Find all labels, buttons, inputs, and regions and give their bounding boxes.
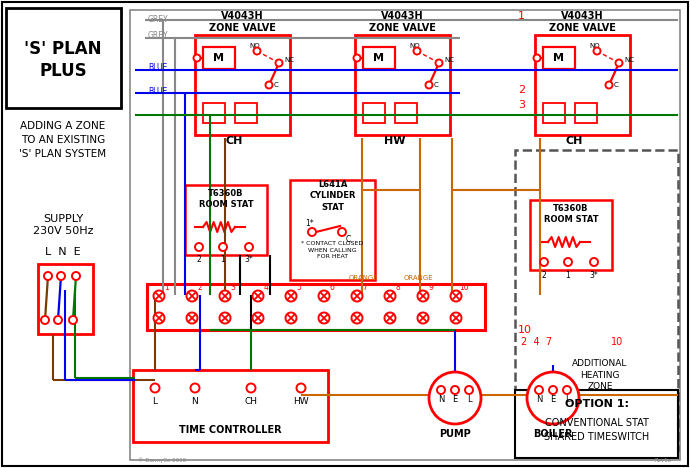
Text: NO: NO <box>590 43 600 49</box>
Circle shape <box>186 291 197 301</box>
Circle shape <box>451 291 462 301</box>
Text: 2  4  7: 2 4 7 <box>522 337 553 347</box>
FancyBboxPatch shape <box>543 47 575 69</box>
Text: C: C <box>274 82 279 88</box>
Text: L  N  E: L N E <box>45 247 81 257</box>
Text: N: N <box>536 395 542 404</box>
FancyBboxPatch shape <box>235 103 257 123</box>
Circle shape <box>195 243 203 251</box>
Circle shape <box>417 313 428 323</box>
Circle shape <box>246 383 255 393</box>
Circle shape <box>353 54 360 61</box>
Text: OPTION 1:: OPTION 1: <box>565 399 629 409</box>
Text: 2: 2 <box>542 271 546 279</box>
Circle shape <box>266 81 273 88</box>
Text: 3*: 3* <box>245 256 253 264</box>
Text: TIME CONTROLLER: TIME CONTROLLER <box>179 425 282 435</box>
Text: 1: 1 <box>221 256 226 264</box>
Circle shape <box>319 313 330 323</box>
Text: 10: 10 <box>611 337 623 347</box>
Text: © DannyCo 2008: © DannyCo 2008 <box>138 457 186 463</box>
Circle shape <box>451 313 462 323</box>
Circle shape <box>413 47 420 54</box>
Text: L: L <box>466 395 471 404</box>
Text: SUPPLY
230V 50Hz: SUPPLY 230V 50Hz <box>32 214 93 236</box>
Text: 4: 4 <box>264 284 268 292</box>
Text: BLUE: BLUE <box>148 88 167 96</box>
Text: ORANGE: ORANGE <box>403 275 433 281</box>
FancyBboxPatch shape <box>203 103 225 123</box>
Circle shape <box>435 59 442 66</box>
Circle shape <box>533 54 540 61</box>
FancyBboxPatch shape <box>543 103 565 123</box>
Text: NO: NO <box>250 43 260 49</box>
Circle shape <box>153 291 164 301</box>
FancyBboxPatch shape <box>133 370 328 442</box>
Circle shape <box>338 228 346 236</box>
Text: 1: 1 <box>566 271 571 279</box>
Circle shape <box>219 291 230 301</box>
Circle shape <box>429 372 481 424</box>
Text: L: L <box>564 395 569 404</box>
Text: Rev1a: Rev1a <box>655 458 672 462</box>
Circle shape <box>57 272 65 280</box>
Circle shape <box>384 291 395 301</box>
FancyBboxPatch shape <box>530 200 612 270</box>
Text: CH: CH <box>566 136 583 146</box>
Text: C: C <box>434 82 439 88</box>
FancyBboxPatch shape <box>147 284 485 330</box>
Text: N: N <box>438 395 444 404</box>
Circle shape <box>351 313 362 323</box>
Text: 'S' PLAN
PLUS: 'S' PLAN PLUS <box>24 40 101 80</box>
Text: 8: 8 <box>395 284 400 292</box>
Circle shape <box>69 316 77 324</box>
Circle shape <box>297 383 306 393</box>
Circle shape <box>219 243 227 251</box>
Text: L: L <box>152 397 157 407</box>
Text: V4043H
ZONE VALVE: V4043H ZONE VALVE <box>368 11 435 33</box>
Text: 5: 5 <box>297 284 302 292</box>
FancyBboxPatch shape <box>203 47 235 69</box>
Text: GREY: GREY <box>148 15 168 24</box>
Text: 6: 6 <box>330 284 335 292</box>
Circle shape <box>253 47 261 54</box>
Text: NC: NC <box>284 57 294 63</box>
Text: M: M <box>553 53 564 63</box>
FancyBboxPatch shape <box>38 264 93 334</box>
Circle shape <box>190 383 199 393</box>
FancyBboxPatch shape <box>290 180 375 280</box>
Text: 1*: 1* <box>306 219 315 228</box>
Text: 10: 10 <box>518 325 532 335</box>
Text: N: N <box>192 397 199 407</box>
Text: E: E <box>453 395 457 404</box>
Circle shape <box>384 313 395 323</box>
Circle shape <box>527 372 579 424</box>
Text: 3*: 3* <box>590 271 598 279</box>
Circle shape <box>286 313 297 323</box>
Circle shape <box>451 386 459 394</box>
Text: HW: HW <box>384 136 405 146</box>
Text: 10: 10 <box>459 284 469 292</box>
Circle shape <box>54 316 62 324</box>
Circle shape <box>549 386 557 394</box>
Circle shape <box>417 291 428 301</box>
Text: E: E <box>551 395 555 404</box>
Text: NC: NC <box>624 57 634 63</box>
Text: 3: 3 <box>230 284 235 292</box>
Text: BOILER: BOILER <box>533 429 573 439</box>
FancyBboxPatch shape <box>6 8 121 108</box>
Text: V4043H
ZONE VALVE: V4043H ZONE VALVE <box>208 11 275 33</box>
Text: L641A
CYLINDER
STAT: L641A CYLINDER STAT <box>309 180 356 212</box>
Text: 3: 3 <box>518 100 525 110</box>
Text: CONVENTIONAL STAT
SHARED TIMESWITCH: CONVENTIONAL STAT SHARED TIMESWITCH <box>544 418 649 442</box>
Text: 1: 1 <box>518 11 525 21</box>
Circle shape <box>437 386 445 394</box>
Text: 9: 9 <box>428 284 433 292</box>
Circle shape <box>44 272 52 280</box>
Circle shape <box>593 47 600 54</box>
Text: * CONTACT CLOSED
WHEN CALLING
FOR HEAT: * CONTACT CLOSED WHEN CALLING FOR HEAT <box>302 241 364 259</box>
Circle shape <box>564 258 572 266</box>
Text: CH: CH <box>244 397 257 407</box>
Circle shape <box>253 313 264 323</box>
